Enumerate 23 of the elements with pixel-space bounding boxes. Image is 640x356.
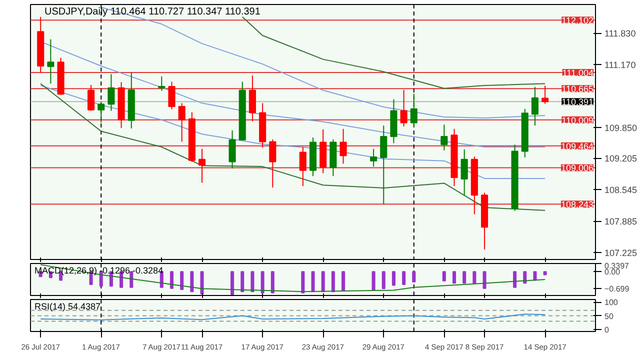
ref-line-label: 109.464 [560, 141, 594, 152]
ref-line-label: 110.391 [562, 97, 594, 108]
y-tick-label: 109.205 [604, 154, 638, 164]
ref-line-label: 111.004 [562, 68, 594, 78]
ref-line-label: 112.102 [562, 16, 594, 26]
y-tick-label: 109.850 [604, 122, 638, 133]
ref-line-label: 110.665 [562, 84, 594, 94]
y-tick-label: 0 [604, 325, 610, 334]
y-tick-label: 111.170 [604, 60, 636, 70]
y-tick-label: 108.545 [604, 185, 638, 196]
chart-title: USDJPY,Daily 110.464 110.727 110.347 110.391 [44, 6, 261, 18]
y-tick-label: 0.3397 [604, 262, 630, 270]
ref-line-label: 108.243 [560, 200, 594, 210]
y-tick-label: 100 [604, 298, 618, 308]
y-tick-label: −0.699 [604, 284, 630, 294]
ref-line-label: 110.009 [562, 115, 594, 126]
ref-line-label: 109.006 [560, 163, 594, 174]
y-tick-label: 107.225 [604, 248, 638, 258]
y-tick-label: 0.00 [604, 268, 621, 277]
chart-title: RSI(14) 54.4387 [34, 302, 101, 312]
y-tick-label: 111.830 [604, 28, 636, 39]
y-tick-label: 107.885 [604, 216, 638, 227]
y-tick-label: 50 [604, 312, 614, 321]
